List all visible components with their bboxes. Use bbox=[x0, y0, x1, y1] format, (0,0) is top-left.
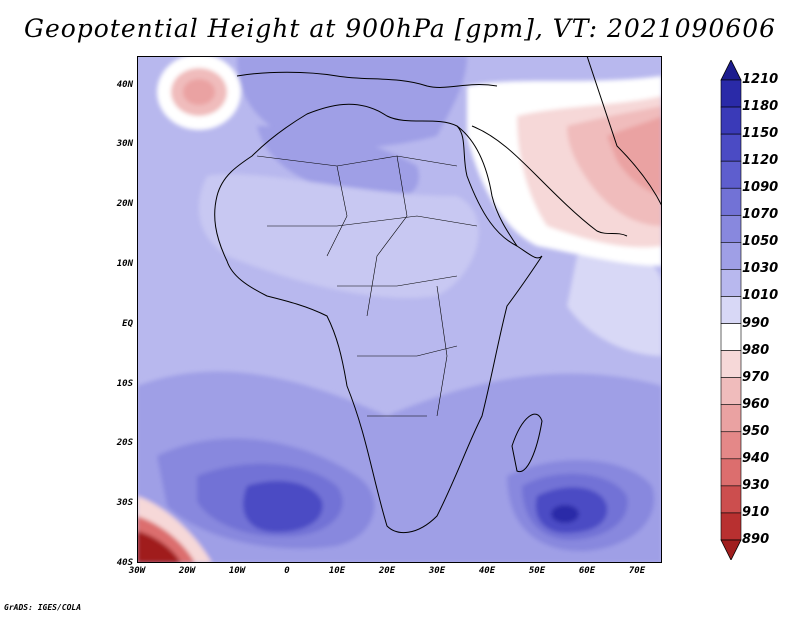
high-center-se bbox=[551, 505, 579, 523]
x-tick-label: 30W bbox=[128, 566, 146, 576]
colorbar-level-label: 990 bbox=[742, 315, 770, 331]
x-tick-label: 10E bbox=[328, 566, 346, 576]
colorbar-level-label: 980 bbox=[742, 342, 770, 358]
y-tick-label: 20S bbox=[116, 438, 133, 448]
x-tick-label: 20W bbox=[178, 566, 196, 576]
colorbar-top-triangle bbox=[720, 60, 742, 81]
colorbar-bottom-triangle bbox=[720, 539, 742, 560]
colorbar-swatch bbox=[720, 350, 742, 378]
border-line bbox=[256, 155, 458, 167]
colorbar-swatch bbox=[720, 242, 742, 270]
colorbar-swatch bbox=[720, 377, 742, 406]
colorbar-level-label: 1050 bbox=[742, 234, 779, 250]
x-tick-label: 50E bbox=[528, 566, 546, 576]
map-border bbox=[137, 56, 662, 563]
colorbar-level-label: 910 bbox=[742, 504, 770, 520]
y-tick-label: 30N bbox=[116, 139, 133, 149]
grads-credit: GrADS: IGES/COLA bbox=[4, 603, 82, 612]
y-tick-label: 10S bbox=[116, 379, 133, 389]
x-tick-label: 30E bbox=[428, 566, 446, 576]
x-tick-label: 0 bbox=[284, 566, 290, 576]
border-line bbox=[357, 345, 458, 357]
contour-1010-central bbox=[198, 173, 479, 298]
colorbar-swatch bbox=[720, 296, 742, 324]
contour-1030-sahara bbox=[257, 126, 419, 200]
y-tick-label: EQ bbox=[122, 319, 133, 329]
map-title: Geopotential Height at 900hPa [gpm], VT:… bbox=[23, 14, 777, 43]
coastlines bbox=[214, 56, 662, 534]
asia-coastline bbox=[586, 56, 662, 207]
contour-890-sw-corner bbox=[137, 531, 181, 563]
colorbar-level-label: 1030 bbox=[742, 261, 779, 277]
colorbar-swatch bbox=[720, 133, 742, 162]
colorbar-level-label: 890 bbox=[742, 532, 770, 547]
y-tick-label: 20N bbox=[116, 199, 133, 209]
contour-1030-north bbox=[237, 56, 467, 148]
colorbar-swatch bbox=[720, 485, 742, 514]
colorbar-swatch bbox=[720, 512, 742, 541]
colorbar-level-label: 1120 bbox=[742, 153, 779, 169]
colorbar-level-label: 1010 bbox=[742, 288, 779, 304]
colorbar-swatch bbox=[720, 214, 742, 243]
colorbar-swatches bbox=[720, 60, 742, 560]
border-line bbox=[337, 275, 458, 287]
colorbar-swatch bbox=[720, 187, 742, 216]
y-tick-label: 30S bbox=[116, 498, 133, 508]
contour-960-arabia bbox=[607, 116, 662, 196]
country-borders bbox=[256, 155, 478, 417]
colorbar-swatch bbox=[720, 79, 742, 108]
colorbar-level-label: 1150 bbox=[742, 126, 779, 142]
colorbar-swatch bbox=[720, 323, 742, 351]
map-area bbox=[137, 56, 662, 563]
colorbar-level-label: 950 bbox=[742, 423, 770, 439]
border-line bbox=[436, 285, 448, 417]
border-line bbox=[326, 165, 348, 257]
y-tick-label: 10N bbox=[116, 259, 133, 269]
geopotential-map bbox=[137, 56, 662, 563]
contour-1120-sw bbox=[243, 481, 323, 533]
colorbar-swatch bbox=[720, 160, 742, 189]
y-tick-label: 40S bbox=[116, 558, 133, 568]
x-tick-label: 10W bbox=[228, 566, 246, 576]
colorbar-level-label: 970 bbox=[742, 369, 770, 385]
colorbar-level-label: 930 bbox=[742, 477, 770, 493]
colorbar-level-label: 1090 bbox=[742, 180, 779, 196]
colorbar-swatch bbox=[720, 404, 742, 433]
colorbar-level-label: 1180 bbox=[742, 99, 779, 115]
x-tick-label: 20E bbox=[378, 566, 396, 576]
madagascar-coastline bbox=[511, 413, 543, 473]
colorbar-level-label: 1210 bbox=[742, 72, 779, 87]
africa-coastline bbox=[214, 103, 543, 534]
height-field bbox=[137, 56, 662, 563]
colorbar-level-label: 960 bbox=[742, 396, 770, 412]
colorbar-swatch bbox=[720, 269, 742, 297]
contour-1010-indian bbox=[567, 252, 662, 356]
colorbar-level-label: 1070 bbox=[742, 207, 779, 223]
colorbar-level-label: 940 bbox=[742, 450, 770, 466]
arabia-coastline bbox=[471, 125, 628, 237]
mediterranean-coastline bbox=[236, 71, 498, 88]
colorbar-swatch bbox=[720, 106, 742, 135]
border-line bbox=[267, 215, 478, 227]
colorbar bbox=[720, 60, 742, 560]
red-sea-coastline bbox=[456, 125, 518, 247]
colorbar-swatch bbox=[720, 431, 742, 460]
contour-960-atlantic bbox=[183, 79, 215, 105]
x-tick-label: 60E bbox=[578, 566, 596, 576]
colorbar-swatch bbox=[720, 458, 742, 487]
x-tick-label: 40E bbox=[478, 566, 496, 576]
x-tick-label: 70E bbox=[628, 566, 646, 576]
y-tick-label: 40N bbox=[116, 80, 133, 90]
